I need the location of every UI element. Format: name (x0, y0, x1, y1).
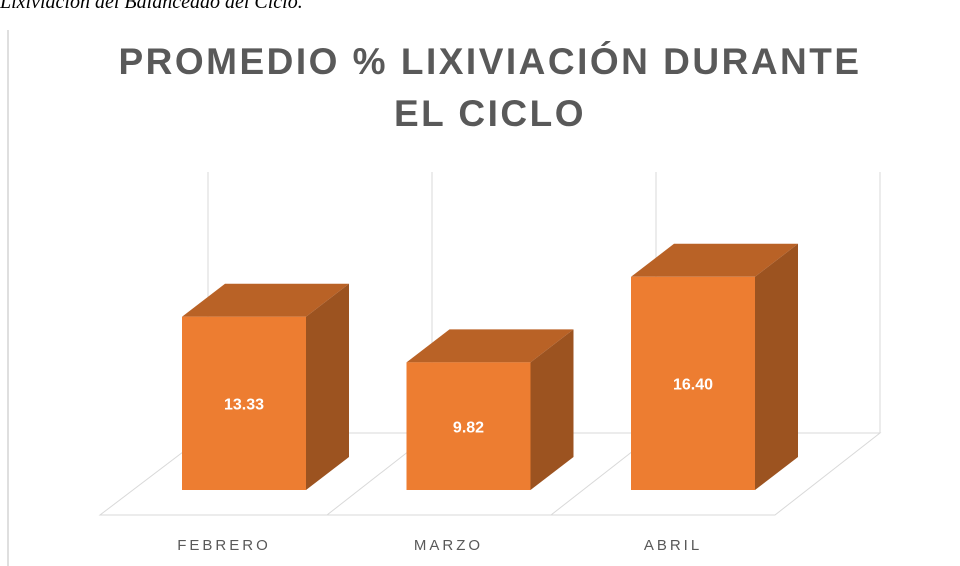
bar-side (530, 329, 574, 490)
x-tick-label: ABRIL (644, 537, 702, 554)
caption: Lixiviación del Balanceado del Ciclo. (0, 0, 303, 13)
x-tick-label: FEBRERO (177, 537, 271, 554)
bar-top (406, 329, 574, 363)
bar (631, 276, 755, 490)
data-label: 13.33 (224, 397, 264, 414)
bar-side (755, 243, 798, 490)
chart-title: PROMEDIO % LIXIVIACIÓN DURANTE EL CICLO (118, 41, 862, 134)
bar-top (182, 283, 349, 317)
bar-side (306, 283, 349, 490)
bar-top (631, 243, 798, 277)
x-tick-label: MARZO (414, 537, 483, 554)
data-label: 9.82 (453, 419, 484, 436)
bar (182, 316, 306, 490)
bar (406, 362, 531, 490)
data-label: 16.40 (673, 377, 713, 394)
